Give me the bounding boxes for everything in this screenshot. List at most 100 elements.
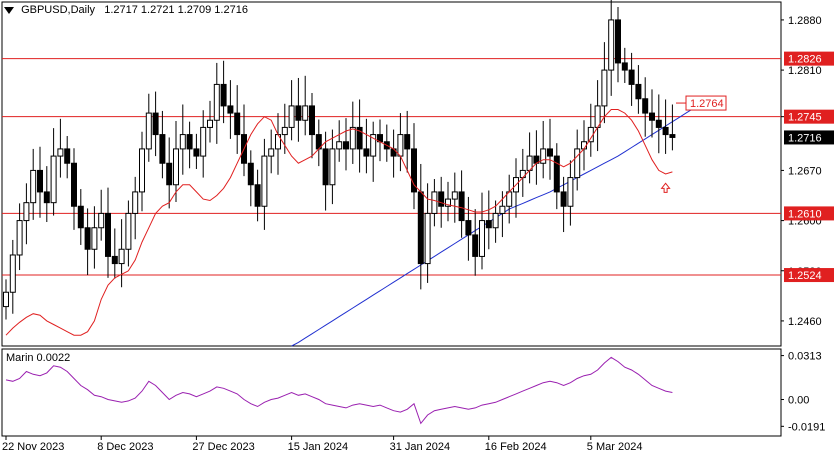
candle-body [268, 148, 275, 157]
candle-body [438, 191, 445, 207]
candle-body [356, 126, 363, 150]
level-price-tag [784, 268, 834, 283]
candle-body [458, 191, 465, 222]
time-tick-label: 31 Jan 2024 [390, 441, 451, 453]
candle-body [234, 112, 241, 136]
ohlc-values: 1.2717 1.2721 1.2709 1.2716 [104, 4, 248, 16]
candle-body [669, 134, 676, 138]
level-price-tag [784, 206, 834, 221]
candle-body [492, 212, 499, 229]
candle-body [472, 234, 479, 257]
level-price-label: 1.2745 [788, 112, 822, 124]
candle-body [465, 220, 472, 236]
indicator-label: Marin 0.0022 [6, 352, 71, 364]
candle-body [186, 134, 193, 150]
candle-body [98, 212, 105, 229]
candle-body [179, 134, 186, 150]
level-price-tag [784, 51, 834, 66]
candle-body [322, 148, 329, 186]
candle-body [451, 191, 458, 200]
candle-body [302, 105, 309, 121]
candle-body [601, 69, 608, 107]
candle-body [145, 112, 152, 150]
oscillator-line [5, 356, 673, 425]
candle-body [417, 191, 424, 265]
chart-header: GBPUSD,Daily 1.2717 1.2721 1.2709 1.2716 [4, 4, 248, 16]
candle-body [540, 148, 547, 164]
candle-body [227, 105, 234, 114]
candle-body [390, 148, 397, 157]
candle-body [220, 83, 227, 107]
indicator-tick-label: 0.0313 [788, 351, 822, 363]
candle-body [139, 148, 145, 193]
candle-body [479, 220, 485, 257]
candle-body [288, 105, 295, 128]
level-price-label: 1.2524 [788, 270, 822, 282]
candle-body [64, 148, 71, 164]
price-tick-label: 1.2810 [788, 65, 822, 77]
candle-body [431, 191, 438, 214]
target-label: 1.2764 [690, 98, 724, 110]
candle-body [77, 205, 84, 229]
price-tick-label: 1.2880 [788, 15, 822, 27]
candle-body [111, 255, 118, 265]
candle-body [213, 83, 220, 121]
candle-body [309, 105, 315, 136]
candle-body [628, 69, 635, 85]
candle-body [363, 148, 370, 157]
time-tick-label: 15 Jan 2024 [288, 441, 349, 453]
candle-body [37, 169, 43, 193]
collapse-triangle-icon[interactable] [4, 6, 14, 14]
candle-body [445, 198, 451, 207]
candle-body [608, 19, 615, 71]
time-tick-label: 8 Dec 2023 [97, 441, 153, 453]
candle-body [329, 148, 336, 186]
price-tick-label: 1.2670 [788, 165, 822, 177]
price-tick-label: 1.2460 [788, 316, 822, 328]
candle-body [547, 148, 553, 157]
candle-body [485, 220, 492, 229]
symbol-timeframe: GBPUSD,Daily [21, 4, 96, 16]
candle-body [662, 126, 669, 136]
candle-body [43, 191, 50, 204]
candle-body [649, 112, 655, 121]
indicator-pane-frame [1, 348, 782, 437]
candle-body [574, 148, 581, 179]
candle-body [23, 202, 30, 222]
candle-body [281, 126, 288, 136]
level-price-label: 1.2826 [788, 54, 822, 66]
candle-body [91, 227, 98, 250]
candle-body [343, 141, 349, 150]
time-tick-label: 27 Dec 2023 [192, 441, 254, 453]
candle-body [397, 134, 404, 157]
candle-body [105, 212, 111, 257]
candle-body [411, 148, 417, 193]
candle-body [50, 155, 57, 204]
candle-body [152, 112, 159, 136]
candle-body [621, 62, 628, 71]
candle-body [404, 134, 411, 150]
indicator-tick-label: 0.00 [788, 395, 809, 407]
candle-body [118, 248, 125, 265]
ma-fast-line [5, 109, 673, 336]
candle-body [349, 126, 356, 150]
candle-body [193, 148, 200, 157]
candle-body [553, 155, 560, 193]
candle-body [71, 162, 77, 207]
candle-body [16, 220, 23, 256]
candle-body [159, 134, 166, 164]
candle-body [57, 148, 64, 157]
candle-body [166, 162, 173, 186]
up-arrow-icon [660, 182, 671, 193]
candle-body [125, 212, 132, 250]
candle-body [424, 212, 431, 265]
candle-body [519, 169, 526, 179]
target-box[interactable] [685, 95, 727, 111]
candle-body [30, 169, 37, 204]
level-price-tag [784, 109, 834, 124]
candle-body [9, 254, 16, 293]
candle-body [3, 291, 9, 308]
current-price-tag [784, 130, 834, 145]
